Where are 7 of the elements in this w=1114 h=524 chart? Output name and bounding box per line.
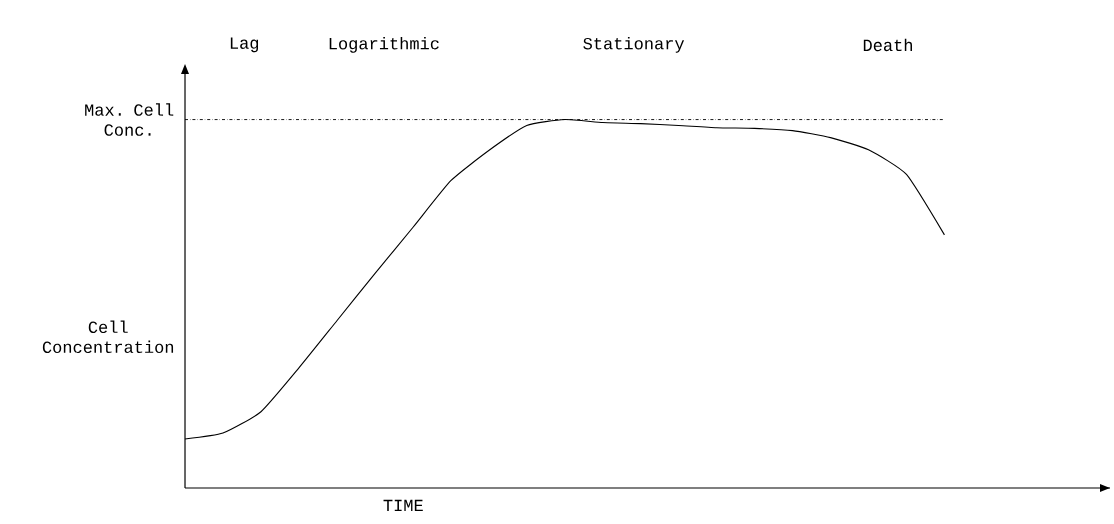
ref-line-label: Max. Cell Conc. — [85, 103, 174, 136]
text: Death — [863, 38, 912, 52]
y-axis-title: Cell Concentration — [42, 320, 174, 354]
text: Stationary — [583, 36, 685, 53]
text: Logarithmic — [329, 36, 439, 53]
x-axis-title: TIME — [383, 499, 423, 512]
text: Lag — [230, 37, 259, 53]
